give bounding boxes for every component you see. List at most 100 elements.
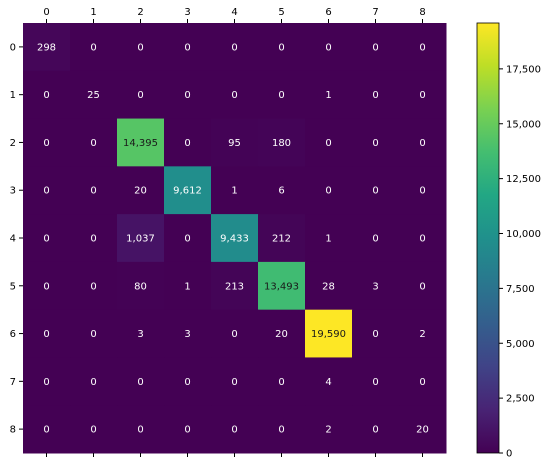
x-tick-label-3: 3 bbox=[184, 7, 190, 18]
heatmap-cell-0-5 bbox=[258, 23, 306, 72]
heatmap-cell-3-1 bbox=[70, 166, 118, 215]
cell-value-6-2: 3 bbox=[137, 329, 143, 340]
x-tick-label-6: 6 bbox=[325, 7, 331, 18]
cell-value-1-7: 0 bbox=[372, 90, 378, 101]
colorbar-tick-label-7: 17,500 bbox=[506, 64, 541, 75]
heatmap-cell-6-4 bbox=[211, 309, 259, 358]
heatmap-cell-5-6 bbox=[305, 261, 353, 311]
cell-value-8-3: 0 bbox=[184, 425, 190, 436]
cell-value-2-5: 180 bbox=[272, 138, 291, 149]
y-tick-label-6: 6 bbox=[10, 329, 16, 340]
heatmap-cell-0-0 bbox=[23, 23, 71, 72]
heatmap-cell-4-1 bbox=[70, 214, 118, 263]
heatmap-cell-8-1 bbox=[70, 405, 118, 454]
heatmap-cell-2-7 bbox=[352, 118, 400, 167]
cell-value-6-0: 0 bbox=[43, 329, 49, 340]
cell-value-4-7: 0 bbox=[372, 234, 378, 245]
cell-value-6-5: 20 bbox=[275, 329, 288, 340]
cell-value-8-4: 0 bbox=[231, 425, 237, 436]
cell-value-4-0: 0 bbox=[43, 234, 49, 245]
y-tick-label-0: 0 bbox=[10, 42, 16, 53]
cell-value-8-8: 20 bbox=[416, 425, 429, 436]
heatmap-cell-6-0 bbox=[23, 309, 71, 358]
heatmap-cell-3-7 bbox=[352, 166, 400, 215]
cell-value-0-8: 0 bbox=[419, 42, 425, 53]
heatmap-cell-0-2 bbox=[117, 23, 165, 72]
y-tick-label-7: 7 bbox=[10, 377, 16, 388]
heatmap-cell-8-5 bbox=[258, 405, 306, 454]
heatmap-cell-2-4 bbox=[211, 118, 259, 167]
heatmap-cell-8-4 bbox=[211, 405, 259, 454]
cell-value-3-6: 0 bbox=[325, 186, 331, 197]
cell-value-3-5: 6 bbox=[278, 186, 284, 197]
heatmap-cell-0-7 bbox=[352, 23, 400, 72]
heatmap-cell-5-7 bbox=[352, 261, 400, 311]
cell-value-6-8: 2 bbox=[419, 329, 425, 340]
x-tick-label-1: 1 bbox=[90, 7, 96, 18]
heatmap-cell-2-1 bbox=[70, 118, 118, 167]
heatmap-cells bbox=[23, 23, 447, 454]
heatmap-cell-8-8 bbox=[399, 405, 447, 454]
colorbar-tick-label-4: 10,000 bbox=[506, 229, 541, 240]
heatmap-cell-labels: 298 0 0 0 0 0 0 0 00 25 0 0 0 0 1 0 00 0 14,395 0 95 180 0 0 00 0… bbox=[37, 42, 429, 435]
x-tick-label-8: 8 bbox=[419, 7, 425, 18]
cell-value-2-1: 0 bbox=[90, 138, 96, 149]
cell-value-5-0: 0 bbox=[43, 281, 49, 292]
cell-value-8-6: 2 bbox=[325, 425, 331, 436]
cell-value-4-6: 1 bbox=[325, 234, 331, 245]
cell-value-5-8: 0 bbox=[419, 281, 425, 292]
cell-value-2-2: 14,395 bbox=[123, 138, 158, 149]
heatmap-cell-4-6 bbox=[305, 214, 353, 263]
heatmap-cell-8-6 bbox=[305, 405, 353, 454]
cell-value-7-6: 4 bbox=[325, 377, 331, 388]
heatmap-cell-7-7 bbox=[352, 357, 400, 406]
heatmap-cell-8-7 bbox=[352, 405, 400, 454]
heatmap-cell-7-8 bbox=[399, 357, 447, 406]
cell-value-3-3: 9,612 bbox=[173, 186, 202, 197]
cell-value-5-2: 80 bbox=[134, 281, 147, 292]
heatmap-cell-1-7 bbox=[352, 70, 400, 120]
cell-value-2-7: 0 bbox=[372, 138, 378, 149]
heatmap-cell-3-8 bbox=[399, 166, 447, 215]
heatmap-cell-5-8 bbox=[399, 261, 447, 311]
cell-value-7-1: 0 bbox=[90, 377, 96, 388]
heatmap-cell-4-5 bbox=[258, 214, 306, 263]
colorbar-tick-label-2: 5,000 bbox=[506, 339, 535, 350]
cell-value-4-2: 1,037 bbox=[126, 234, 155, 245]
heatmap-cell-3-3 bbox=[164, 166, 212, 215]
cell-value-6-3: 3 bbox=[184, 329, 190, 340]
heatmap-cell-3-0 bbox=[23, 166, 71, 215]
cell-value-3-4: 1 bbox=[231, 186, 237, 197]
heatmap-cell-5-3 bbox=[164, 261, 212, 311]
cell-value-6-6: 19,590 bbox=[311, 329, 346, 340]
heatmap-cell-1-3 bbox=[164, 70, 212, 120]
heatmap-cell-0-4 bbox=[211, 23, 259, 72]
cell-value-3-8: 0 bbox=[419, 186, 425, 197]
cell-value-1-6: 1 bbox=[325, 90, 331, 101]
heatmap-cell-3-4 bbox=[211, 166, 259, 215]
cell-value-0-2: 0 bbox=[137, 42, 143, 53]
cell-value-0-6: 0 bbox=[325, 42, 331, 53]
heatmap-cell-2-3 bbox=[164, 118, 212, 167]
y-axis: 0 1 2 3 4 5 6 7 8 bbox=[10, 42, 23, 436]
heatmap-cell-6-3 bbox=[164, 309, 212, 358]
heatmap-cell-0-8 bbox=[399, 23, 447, 72]
cell-value-6-7: 0 bbox=[372, 329, 378, 340]
heatmap-cell-1-6 bbox=[305, 70, 353, 120]
heatmap-cell-2-8 bbox=[399, 118, 447, 167]
y-tick-label-8: 8 bbox=[10, 425, 16, 436]
heatmap-cell-0-6 bbox=[305, 23, 353, 72]
cell-value-7-2: 0 bbox=[137, 377, 143, 388]
cell-value-2-6: 0 bbox=[325, 138, 331, 149]
heatmap-cell-6-2 bbox=[117, 309, 165, 358]
heatmap-cell-5-5 bbox=[258, 261, 306, 311]
colorbar-tick-label-0: 0 bbox=[506, 449, 512, 460]
heatmap-cell-2-6 bbox=[305, 118, 353, 167]
cell-value-3-2: 20 bbox=[134, 186, 147, 197]
colorbar-tick-label-5: 12,500 bbox=[506, 174, 541, 185]
cell-value-1-0: 0 bbox=[43, 90, 49, 101]
heatmap-cell-1-1 bbox=[70, 70, 118, 120]
heatmap-cell-4-7 bbox=[352, 214, 400, 263]
x-tick-label-4: 4 bbox=[231, 7, 237, 18]
